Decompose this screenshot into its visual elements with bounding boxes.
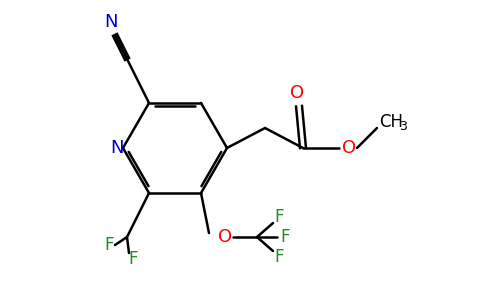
Text: N: N [104, 13, 118, 31]
Text: F: F [274, 248, 284, 266]
Text: F: F [104, 236, 114, 254]
Text: O: O [290, 84, 304, 102]
Text: CH: CH [379, 113, 403, 131]
Text: O: O [218, 228, 232, 246]
Text: F: F [280, 228, 290, 246]
Text: O: O [342, 139, 356, 157]
Text: N: N [110, 139, 124, 157]
Text: F: F [274, 208, 284, 226]
Text: 3: 3 [399, 121, 407, 134]
Text: F: F [128, 250, 138, 268]
